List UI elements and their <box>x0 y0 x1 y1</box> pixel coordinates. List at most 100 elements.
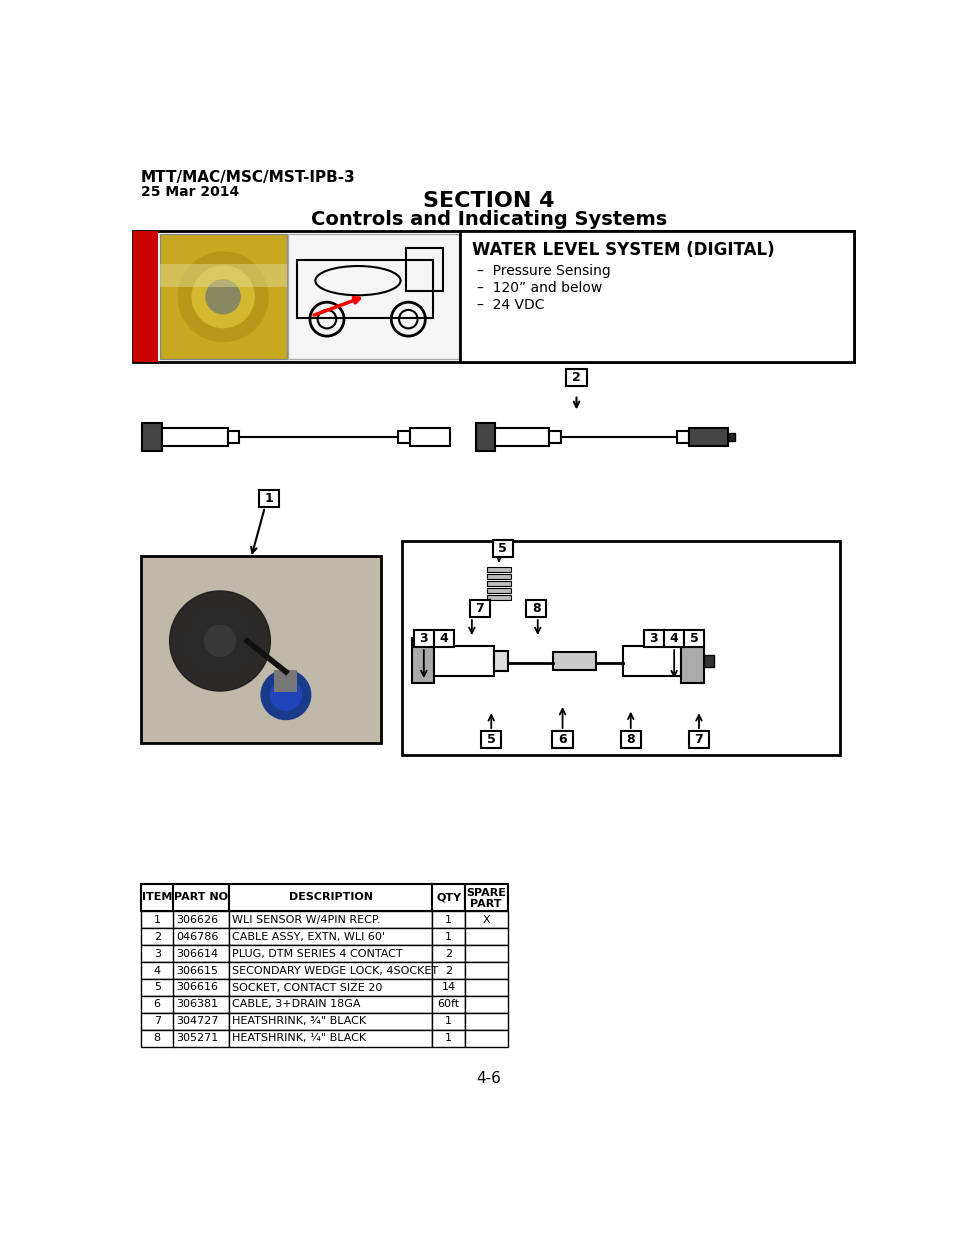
Bar <box>141 962 173 979</box>
Bar <box>432 929 464 945</box>
Circle shape <box>270 679 301 710</box>
Bar <box>727 433 735 441</box>
Bar <box>464 962 507 979</box>
Bar <box>173 929 229 945</box>
Circle shape <box>206 280 240 314</box>
Bar <box>141 945 173 962</box>
Text: 4: 4 <box>153 966 161 976</box>
Bar <box>141 1030 173 1047</box>
Bar <box>480 731 500 748</box>
Text: 5: 5 <box>486 734 496 746</box>
Text: 2: 2 <box>153 931 161 941</box>
Text: WLI SENSOR W/4PIN RECP.: WLI SENSOR W/4PIN RECP. <box>233 915 380 925</box>
Bar <box>406 248 443 290</box>
Text: MTT/MAC/MSC/MST-IPB-3: MTT/MAC/MSC/MST-IPB-3 <box>141 169 355 185</box>
Bar <box>464 929 507 945</box>
Circle shape <box>170 592 270 692</box>
Text: SECTION 4: SECTION 4 <box>423 190 554 210</box>
Bar <box>412 638 434 683</box>
Bar <box>464 883 507 911</box>
Text: 8: 8 <box>532 603 540 615</box>
Text: 5: 5 <box>689 632 698 645</box>
Bar <box>464 979 507 995</box>
Bar <box>432 911 464 929</box>
Text: 306614: 306614 <box>176 948 218 958</box>
Text: QTY: QTY <box>436 893 460 903</box>
Text: 306381: 306381 <box>176 999 218 1009</box>
Text: X: X <box>482 915 490 925</box>
Bar <box>434 646 494 677</box>
Bar <box>620 731 640 748</box>
Bar <box>159 235 287 359</box>
Bar <box>142 424 162 451</box>
Text: DESCRIPTION: DESCRIPTION <box>289 893 373 903</box>
Bar <box>141 929 173 945</box>
Bar <box>432 1013 464 1030</box>
Bar <box>229 995 432 1013</box>
Bar <box>476 424 495 451</box>
Bar <box>432 979 464 995</box>
Text: 8: 8 <box>626 734 635 746</box>
Bar <box>566 369 586 387</box>
Text: 6: 6 <box>558 734 566 746</box>
Bar <box>173 883 229 911</box>
Bar <box>486 588 511 593</box>
Circle shape <box>178 252 268 341</box>
Text: 7: 7 <box>694 734 702 746</box>
Bar <box>274 671 297 692</box>
Text: –  24 VDC: – 24 VDC <box>476 298 544 311</box>
Bar <box>228 431 239 443</box>
Bar <box>464 911 507 929</box>
Text: HEATSHRINK, ¾" BLACK: HEATSHRINK, ¾" BLACK <box>233 1016 366 1026</box>
Bar <box>397 431 410 443</box>
Bar <box>141 883 173 911</box>
Text: 3: 3 <box>419 632 428 645</box>
Bar <box>229 979 432 995</box>
Bar <box>703 655 713 667</box>
Bar <box>493 540 513 557</box>
Circle shape <box>204 626 235 656</box>
Bar <box>552 731 572 748</box>
Bar <box>173 995 229 1013</box>
Bar <box>459 231 853 362</box>
Text: –  Pressure Sensing: – Pressure Sensing <box>476 264 611 278</box>
Text: 2: 2 <box>572 372 580 384</box>
Bar <box>432 1030 464 1047</box>
Text: 2: 2 <box>445 948 452 958</box>
Text: PART: PART <box>470 899 501 909</box>
Bar <box>410 427 450 446</box>
Circle shape <box>261 671 311 720</box>
Circle shape <box>187 609 253 673</box>
Text: SPARE: SPARE <box>466 888 506 898</box>
Text: WATER LEVEL SYSTEM (DIGITAL): WATER LEVEL SYSTEM (DIGITAL) <box>472 241 774 258</box>
Bar <box>464 1013 507 1030</box>
Bar <box>432 945 464 962</box>
Bar <box>464 1030 507 1047</box>
Bar <box>173 1030 229 1047</box>
Text: –  120” and below: – 120” and below <box>476 280 602 295</box>
Bar <box>141 995 173 1013</box>
Bar <box>643 630 663 647</box>
Bar <box>434 630 454 647</box>
Bar <box>486 574 511 579</box>
Bar <box>469 600 489 618</box>
Text: 14: 14 <box>441 983 456 993</box>
Bar <box>288 235 458 359</box>
Text: 046786: 046786 <box>176 931 219 941</box>
Bar <box>486 567 511 573</box>
Bar <box>680 638 703 683</box>
Bar <box>402 541 840 755</box>
Bar <box>133 231 158 362</box>
Bar <box>495 427 549 446</box>
Text: 304727: 304727 <box>176 1016 219 1026</box>
Bar <box>229 1013 432 1030</box>
Bar <box>464 945 507 962</box>
Text: CABLE ASSY, EXTN, WLI 60': CABLE ASSY, EXTN, WLI 60' <box>233 931 385 941</box>
Bar <box>432 962 464 979</box>
Bar <box>159 264 287 287</box>
Text: 8: 8 <box>153 1034 161 1044</box>
Text: 306616: 306616 <box>176 983 218 993</box>
Bar <box>688 427 727 446</box>
Text: 5: 5 <box>498 542 507 555</box>
Bar <box>297 259 433 317</box>
